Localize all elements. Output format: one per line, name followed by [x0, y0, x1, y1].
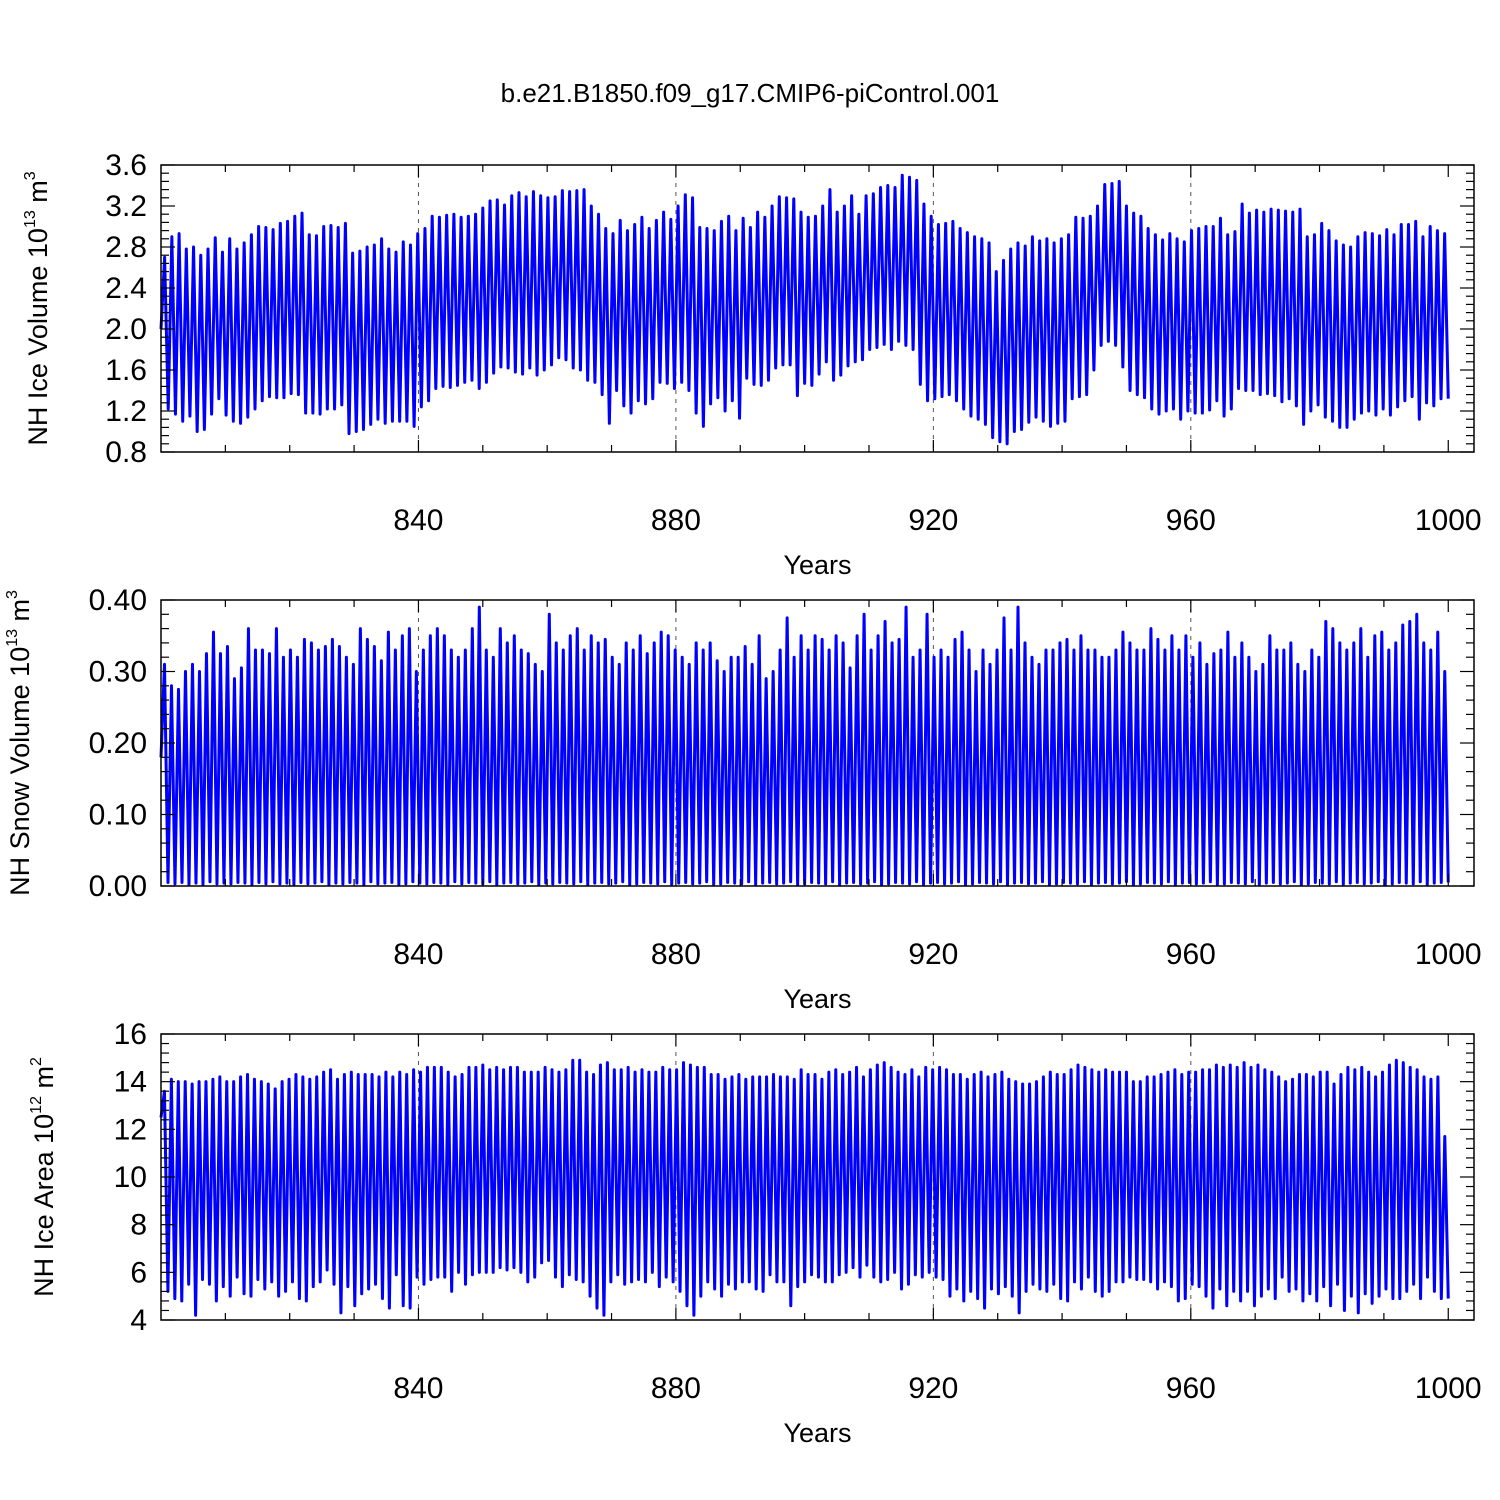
series-line: [159, 173, 1450, 446]
y-axis-label-exponent: 2: [28, 1057, 45, 1066]
x-tick-label: 880: [651, 1372, 701, 1405]
y-tick-label: 10: [114, 1161, 147, 1194]
y-tick-label: 3.2: [105, 190, 147, 223]
y-axis-label-text: m: [23, 180, 53, 210]
x-tick-label: 920: [908, 1372, 958, 1405]
y-axis-label-exponent: 13: [22, 210, 39, 228]
series-line: [159, 605, 1450, 887]
figure-title: b.e21.B1850.f09_g17.CMIP6-piControl.001: [501, 78, 1000, 108]
y-tick-label: 8: [130, 1209, 147, 1242]
y-axis-label: NH Ice Volume 1013 m3: [22, 171, 53, 445]
x-tick-label: 1000: [1415, 938, 1482, 971]
x-axis-label: Years: [783, 984, 851, 1014]
x-tick-label: 880: [651, 938, 701, 971]
y-tick-label: 1.6: [105, 354, 147, 387]
y-axis-label-text: m: [5, 599, 35, 629]
y-axis-label-exponent: 13: [4, 629, 21, 647]
series-line: [159, 1058, 1450, 1317]
y-axis-label-text: NH Ice Area 10: [29, 1114, 59, 1297]
y-tick-label: 2.4: [105, 272, 147, 305]
x-tick-label: 960: [1166, 938, 1216, 971]
chart-panel-1: 840 880 920 960 1000 0.8 1.2 1.6 2.0 2.4 2.8 3.2 3.6…: [22, 149, 1482, 580]
y-axis-label-exponent: 12: [28, 1096, 45, 1114]
y-axis-label-exponent: 3: [4, 590, 21, 599]
x-tick-label: 960: [1166, 504, 1216, 537]
x-axis-label: Years: [783, 550, 851, 580]
y-axis-label: NH Snow Volume 1013 m3: [4, 590, 35, 896]
x-tick-label: 960: [1166, 1372, 1216, 1405]
y-tick-label: 6: [130, 1256, 147, 1289]
y-axis-label-text: m: [29, 1066, 59, 1096]
y-tick-label: 1.2: [105, 395, 147, 428]
y-axis-label-text: NH Snow Volume 10: [5, 647, 35, 896]
y-tick-label: 2.8: [105, 231, 147, 264]
y-tick-label: 16: [114, 1018, 147, 1051]
x-tick-label: 880: [651, 504, 701, 537]
y-tick-label: 2.0: [105, 313, 147, 346]
chart-panel-2: 840 880 920 960 1000 0.00 0.10 0.20 0.30 0.40 Year…: [4, 584, 1482, 1014]
y-tick-label: 0.10: [89, 799, 147, 832]
y-axis-label-exponent: 3: [22, 171, 39, 180]
y-tick-label: 0.20: [89, 727, 147, 760]
x-tick-label: 1000: [1415, 504, 1482, 537]
y-tick-label: 4: [130, 1304, 147, 1337]
y-tick-label: 0.00: [89, 870, 147, 903]
chart-panel-3: 840 880 920 960 1000 4 6 8 10 12 14 16 Years NH Ice A…: [28, 1018, 1482, 1448]
y-tick-label: 3.6: [105, 149, 147, 182]
y-tick-label: 0.40: [89, 584, 147, 617]
x-tick-label: 840: [393, 1372, 443, 1405]
y-axis-label-text: NH Ice Volume 10: [23, 228, 53, 446]
y-axis-label: NH Ice Area 1012 m2: [28, 1057, 59, 1297]
x-tick-label: 920: [908, 504, 958, 537]
x-tick-label: 840: [393, 938, 443, 971]
x-axis-label: Years: [783, 1418, 851, 1448]
y-tick-label: 12: [114, 1113, 147, 1146]
y-tick-label: 14: [114, 1066, 147, 1099]
y-tick-label: 0.30: [89, 656, 147, 689]
plot-frame: [160, 164, 1475, 453]
x-tick-label: 840: [393, 504, 443, 537]
x-tick-label: 920: [908, 938, 958, 971]
x-tick-label: 1000: [1415, 1372, 1482, 1405]
y-tick-label: 0.8: [105, 436, 147, 469]
